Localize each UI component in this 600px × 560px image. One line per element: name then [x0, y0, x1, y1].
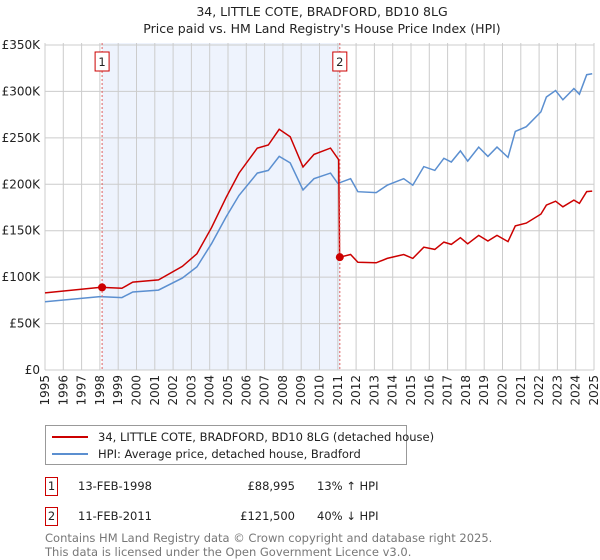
x-tick-label: 2004 [203, 375, 217, 406]
x-tick-label: 2001 [148, 375, 162, 406]
legend: 34, LITTLE COTE, BRADFORD, BD10 8LG (det… [45, 425, 434, 465]
chart-title: 34, LITTLE COTE, BRADFORD, BD10 8LG [196, 4, 447, 19]
legend-item-hpi: HPI: Average price, detached house, Brad… [52, 447, 361, 461]
x-tick-label: 2016 [422, 375, 436, 406]
y-tick-label: £200K [2, 177, 42, 191]
x-tick-label: 1995 [38, 375, 52, 406]
x-tick-label: 2000 [130, 375, 144, 406]
y-tick-label: £250K [2, 131, 42, 145]
legend-swatch-blue [52, 453, 88, 455]
x-tick-label: 2021 [514, 375, 528, 406]
x-tick-label: 1997 [75, 375, 89, 406]
sale-row: 1 13-FEB-1998 £88,995 13% ↑ HPI [45, 477, 585, 497]
y-tick-label: £100K [2, 270, 42, 284]
x-tick-label: 2024 [569, 375, 583, 406]
x-tick-label: 2011 [331, 375, 345, 406]
sale-point [98, 283, 107, 292]
x-tick-label: 2010 [313, 375, 327, 406]
x-tick-label: 2009 [294, 375, 308, 406]
x-tick-label: 1996 [56, 375, 70, 406]
x-tick-label: 2022 [532, 375, 546, 406]
sale-price: £88,995 [247, 479, 295, 493]
x-tick-label: 1999 [111, 375, 125, 406]
x-tick-label: 2012 [349, 375, 363, 406]
x-tick-label: 1998 [93, 375, 107, 406]
x-tick-label: 2015 [404, 375, 418, 406]
x-tick-label: 2025 [587, 375, 600, 406]
sale-point [335, 253, 344, 262]
x-tick-label: 2013 [367, 375, 381, 406]
x-tick-label: 2020 [496, 375, 510, 406]
footer: Contains HM Land Registry data © Crown c… [45, 531, 492, 559]
x-tick-label: 2005 [221, 375, 235, 406]
legend-swatch-red [52, 436, 88, 438]
x-tick-label: 2006 [239, 375, 253, 406]
x-tick-label: 2007 [258, 375, 272, 406]
price-chart: 34, LITTLE COTE, BRADFORD, BD10 8LG Pric… [2, 4, 600, 406]
sale-hpi-diff: 40% ↓ HPI [317, 509, 379, 523]
y-tick-label: £150K [2, 224, 42, 238]
sale-price: £121,500 [240, 509, 295, 523]
x-tick-label: 2018 [459, 375, 473, 406]
footer-line: Contains HM Land Registry data © Crown c… [45, 531, 493, 545]
chart-subtitle: Price paid vs. HM Land Registry's House … [143, 21, 500, 36]
x-tick-label: 2002 [166, 375, 180, 406]
annotation-box [94, 51, 110, 72]
x-tick-label: 2008 [276, 375, 290, 406]
sale-marker: 1 [45, 477, 58, 496]
y-tick-label: £50K [9, 317, 41, 331]
y-tick-label: £0 [25, 363, 40, 377]
sale-marker: 2 [45, 507, 58, 526]
sale-date: 11-FEB-2011 [78, 509, 152, 523]
legend-label: HPI: Average price, detached house, Brad… [98, 447, 361, 461]
sale-row: 2 11-FEB-2011 £121,500 40% ↓ HPI [45, 507, 585, 527]
y-tick-label: £350K [2, 38, 42, 52]
sale-date: 13-FEB-1998 [78, 479, 152, 493]
x-tick-label: 2003 [184, 375, 198, 406]
annotation-box [332, 51, 348, 72]
x-tick-label: 2014 [386, 375, 400, 406]
sale-hpi-diff: 13% ↑ HPI [317, 479, 379, 493]
x-tick-label: 2019 [477, 375, 491, 406]
y-tick-label: £300K [2, 84, 42, 98]
hpi-line [44, 73, 593, 303]
footer-line: This data is licensed under the Open Gov… [45, 545, 412, 559]
annotation-label: 2 [336, 55, 343, 69]
legend-item-property: 34, LITTLE COTE, BRADFORD, BD10 8LG (det… [52, 430, 434, 444]
x-tick-label: 2017 [441, 375, 455, 406]
property-price-line [44, 128, 593, 294]
legend-label: 34, LITTLE COTE, BRADFORD, BD10 8LG (det… [98, 430, 435, 444]
annotation-label: 1 [98, 55, 105, 69]
x-tick-label: 2023 [550, 375, 564, 406]
